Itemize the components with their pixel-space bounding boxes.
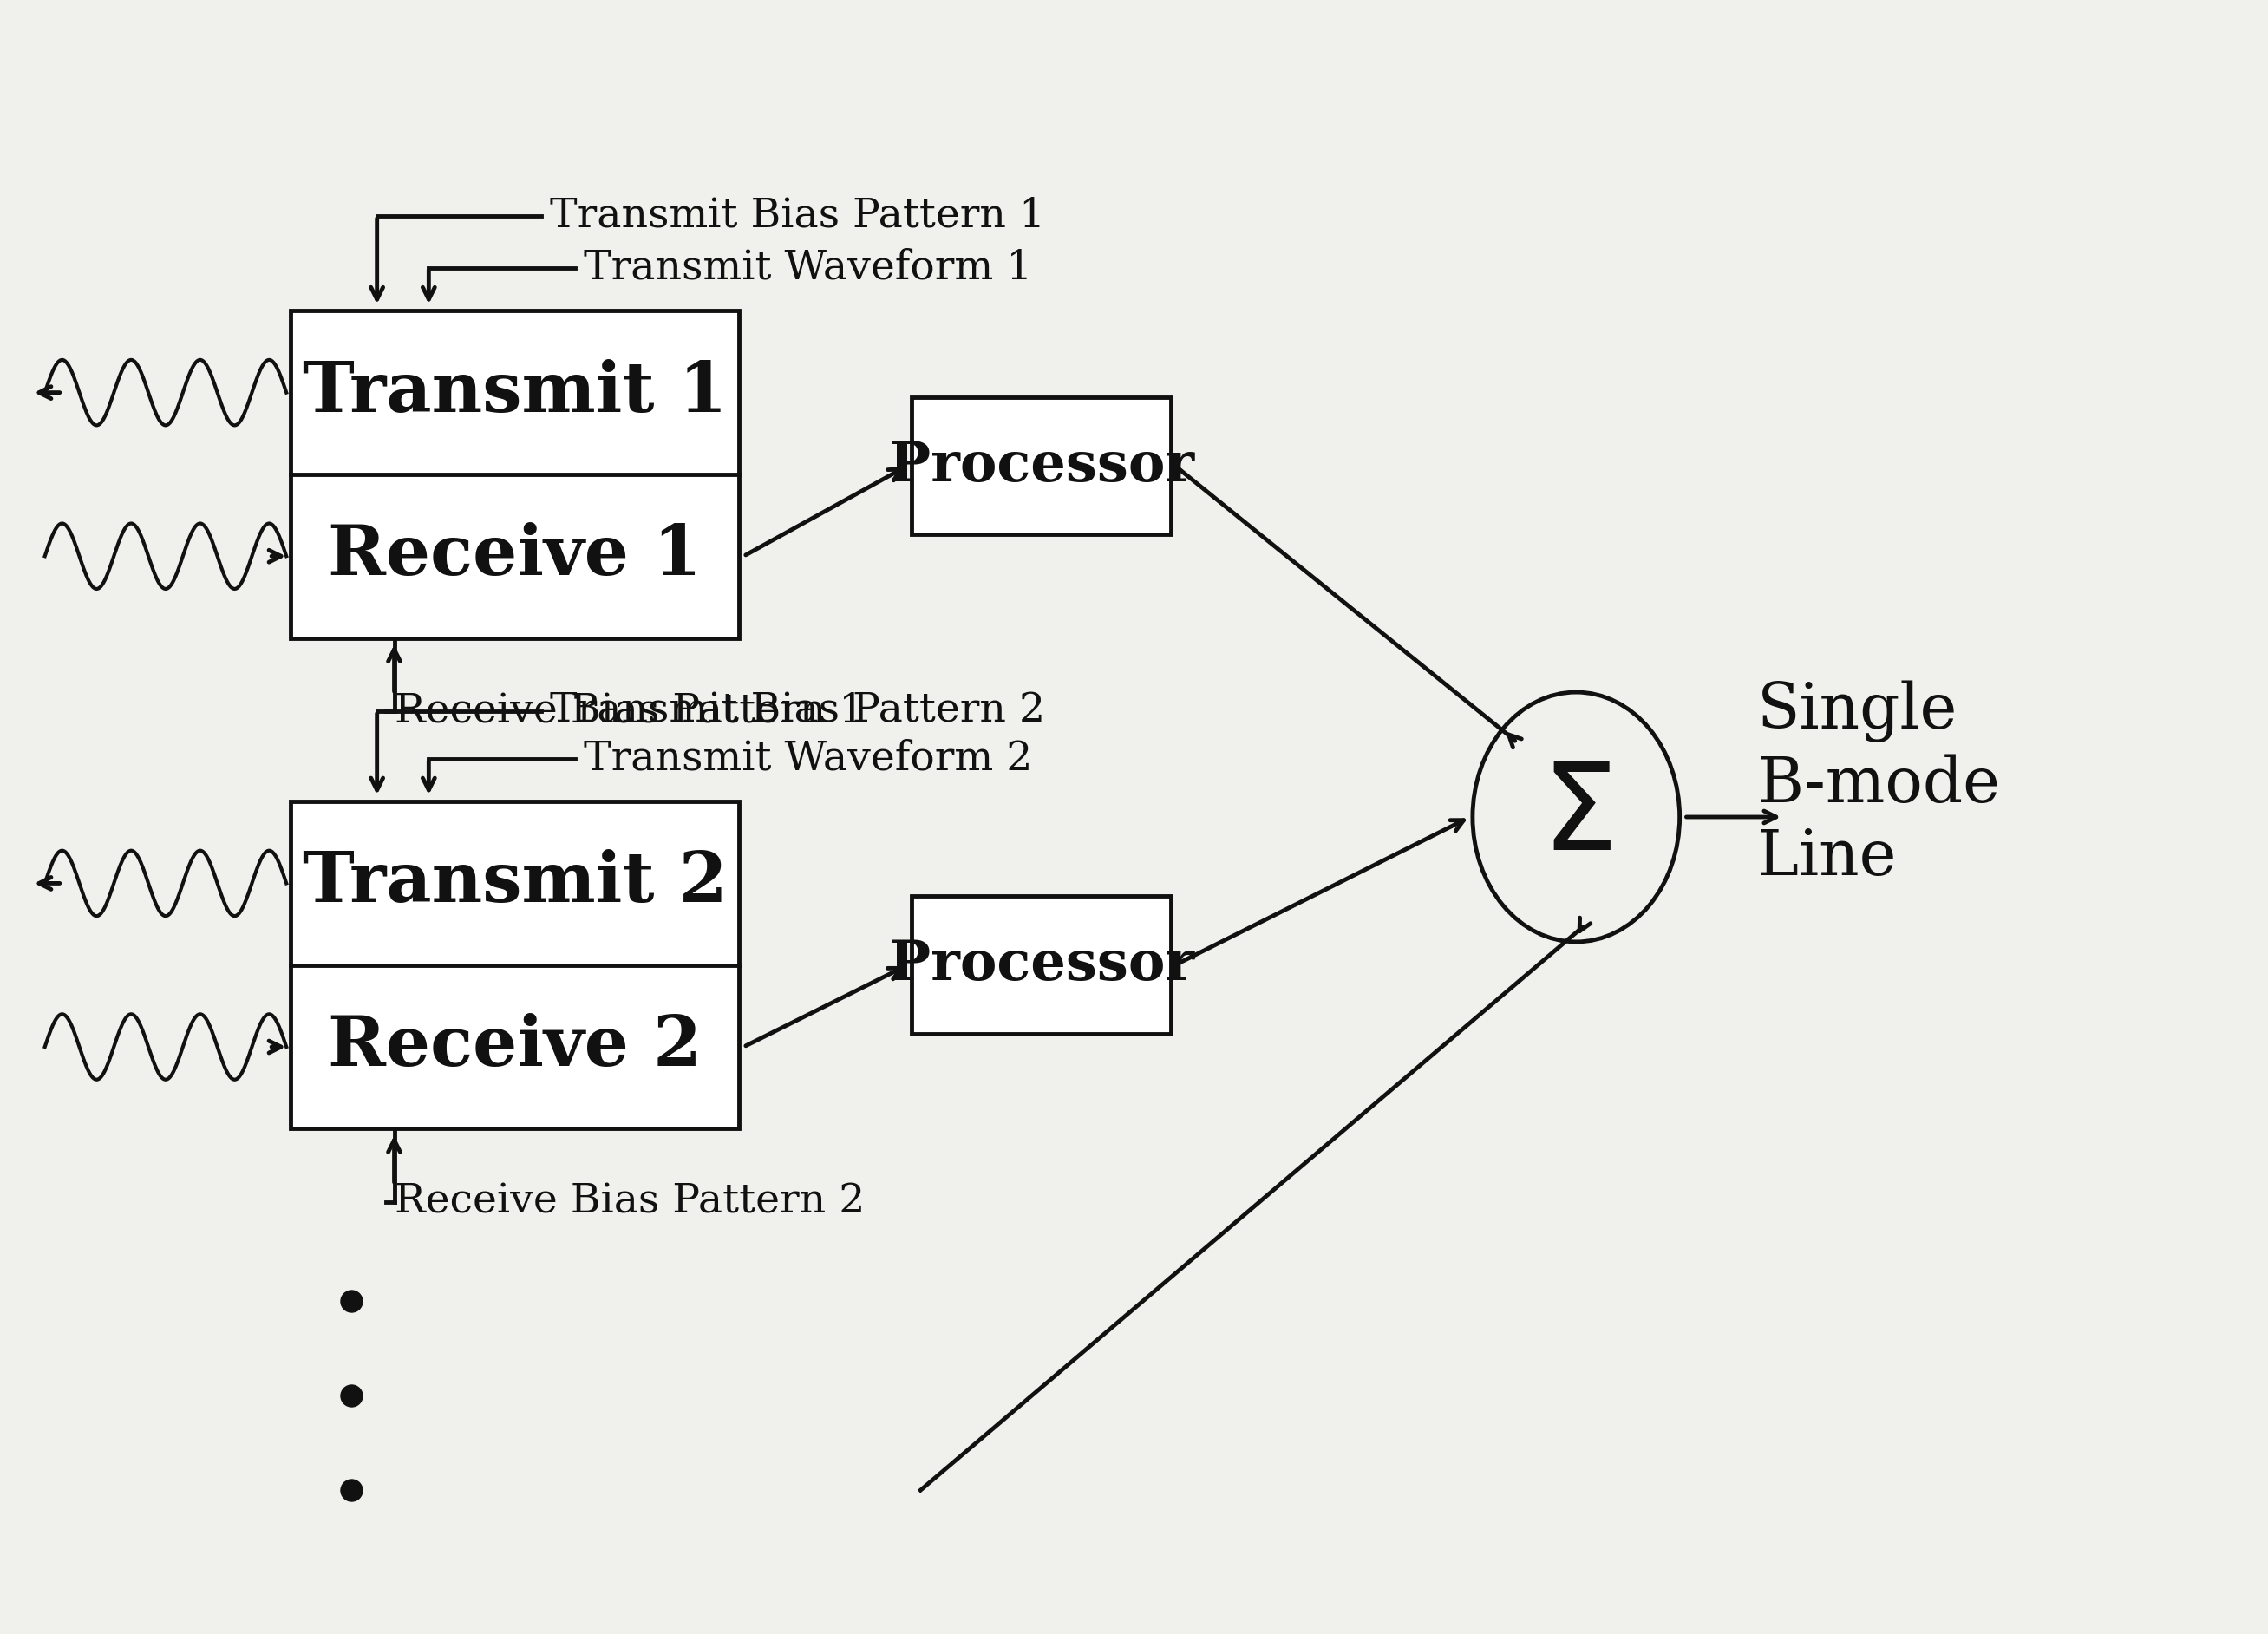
- Text: Transmit 2: Transmit 2: [302, 850, 728, 917]
- Text: Receive Bias Pattern 1: Receive Bias Pattern 1: [395, 691, 864, 730]
- Bar: [290, 310, 739, 637]
- Bar: [912, 397, 1170, 534]
- Text: Receive Bias Pattern 2: Receive Bias Pattern 2: [395, 1181, 864, 1222]
- Text: Receive 1: Receive 1: [329, 523, 701, 590]
- Bar: [290, 802, 739, 1129]
- Text: Transmit Waveform 1: Transmit Waveform 1: [585, 248, 1032, 288]
- Text: Line: Line: [1758, 827, 1896, 887]
- Text: $\Sigma$: $\Sigma$: [1540, 758, 1610, 876]
- Bar: [912, 895, 1170, 1034]
- Text: Transmit Waveform 2: Transmit Waveform 2: [585, 739, 1032, 778]
- Text: B-mode: B-mode: [1758, 753, 2000, 815]
- Text: Processor: Processor: [889, 938, 1193, 992]
- Text: Transmit 1: Transmit 1: [302, 359, 728, 426]
- Text: Single: Single: [1758, 680, 1957, 742]
- Text: Receive 2: Receive 2: [329, 1013, 703, 1080]
- Text: Transmit Bias Pattern 1: Transmit Bias Pattern 1: [549, 196, 1046, 235]
- Text: Transmit Bias Pattern 2: Transmit Bias Pattern 2: [549, 691, 1046, 730]
- Text: Processor: Processor: [889, 440, 1193, 492]
